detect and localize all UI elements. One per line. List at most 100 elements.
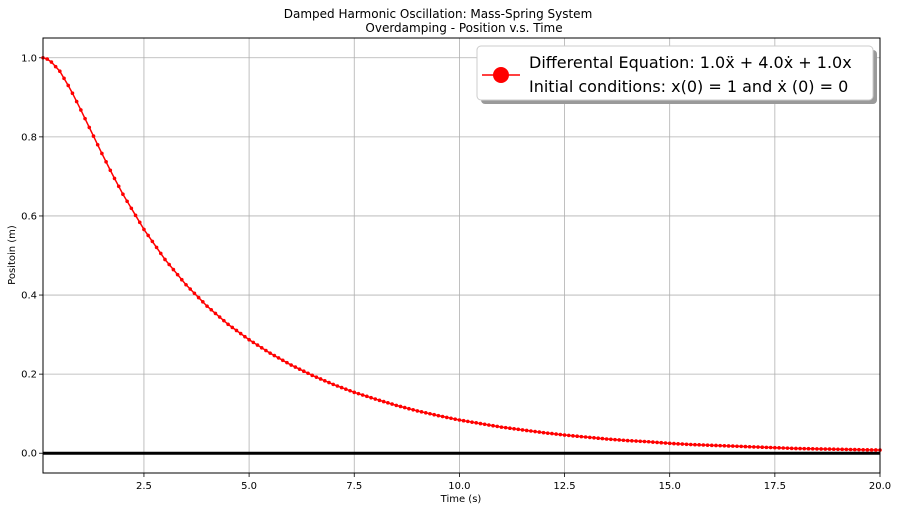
- legend-marker-swatch: [493, 67, 509, 83]
- data-point: [697, 443, 701, 447]
- data-point: [680, 442, 685, 446]
- data-point: [714, 443, 718, 448]
- data-point: [175, 272, 180, 277]
- data-point: [87, 125, 92, 130]
- legend: Differental Equation: 1.0ẍ + 4.0ẋ + 1.0x…: [476, 45, 877, 104]
- data-point: [449, 416, 453, 421]
- data-point: [440, 414, 445, 419]
- data-point: [66, 83, 71, 88]
- data-point: [487, 423, 491, 427]
- data-point: [196, 295, 201, 300]
- data-point: [171, 267, 176, 272]
- data-point: [638, 439, 643, 444]
- data-point: [121, 192, 125, 196]
- data-point: [503, 425, 508, 430]
- data-point: [579, 434, 584, 439]
- data-point: [95, 142, 100, 147]
- data-point: [381, 399, 386, 404]
- data-point: [436, 413, 441, 418]
- data-point: [478, 421, 483, 426]
- data-point: [209, 307, 214, 312]
- data-point: [394, 403, 399, 408]
- data-point: [377, 398, 382, 403]
- plot-area: [43, 38, 880, 473]
- data-point: [188, 287, 193, 291]
- data-point: [596, 436, 600, 441]
- data-point: [810, 447, 815, 451]
- data-point: [213, 311, 218, 316]
- data-point: [373, 397, 378, 401]
- data-point: [815, 447, 819, 451]
- data-point: [575, 434, 579, 439]
- y-tick-label: 0.6: [21, 211, 37, 222]
- data-point: [701, 443, 706, 447]
- data-point: [327, 380, 331, 385]
- data-point: [45, 57, 50, 61]
- data-point: [848, 447, 853, 452]
- data-point: [587, 435, 592, 440]
- data-point: [301, 369, 306, 374]
- data-point: [91, 134, 96, 138]
- data-point: [550, 431, 554, 436]
- data-point: [672, 441, 676, 446]
- data-point: [310, 373, 314, 378]
- data-point: [625, 438, 630, 443]
- data-point: [613, 437, 617, 442]
- data-point: [222, 318, 226, 323]
- data-point: [684, 442, 689, 447]
- x-axis-ticks: 2.5 5.0 7.5 10.0 12.5 15.0 17.5 20.0: [136, 473, 891, 492]
- data-point: [100, 151, 104, 156]
- data-point: [705, 443, 710, 447]
- data-point: [583, 435, 588, 439]
- data-point: [566, 433, 571, 438]
- y-axis-ticks: 0.0 0.2 0.4 0.6 0.8 1.0: [21, 53, 43, 460]
- data-point: [306, 371, 310, 376]
- data-point: [314, 375, 319, 379]
- data-point: [62, 76, 66, 81]
- data-point: [524, 428, 529, 433]
- data-point: [167, 262, 171, 267]
- data-point: [339, 385, 344, 390]
- data-point: [360, 393, 365, 397]
- legend-entry-equation: Differental Equation: 1.0ẍ + 4.0ẋ + 1.0x: [529, 53, 852, 72]
- data-point: [58, 69, 62, 74]
- y-tick-label: 0.4: [21, 291, 37, 302]
- data-point: [773, 445, 777, 450]
- data-point: [873, 448, 878, 452]
- data-point: [70, 91, 75, 96]
- data-point: [852, 447, 857, 452]
- data-point: [495, 424, 500, 429]
- data-point: [646, 439, 651, 444]
- data-point: [520, 428, 525, 432]
- data-point: [285, 360, 289, 365]
- data-point: [251, 340, 256, 345]
- data-point: [609, 437, 613, 442]
- data-point: [604, 437, 609, 441]
- data-point: [255, 343, 260, 347]
- data-point: [419, 410, 424, 414]
- data-point: [264, 348, 268, 353]
- data-point: [781, 446, 786, 450]
- data-point: [747, 444, 752, 449]
- data-point: [760, 445, 765, 450]
- data-point: [865, 448, 870, 452]
- data-point: [869, 448, 874, 452]
- data-point: [529, 429, 533, 433]
- data-point: [243, 334, 247, 339]
- data-point: [125, 199, 129, 204]
- data-point: [554, 432, 558, 436]
- y-tick-label: 1.0: [21, 53, 37, 64]
- data-point: [768, 445, 773, 450]
- data-point: [457, 418, 462, 422]
- data-point: [411, 408, 415, 412]
- data-point: [667, 441, 672, 446]
- data-point: [743, 444, 748, 449]
- data-point: [49, 60, 54, 64]
- data-point: [348, 388, 352, 393]
- data-point: [516, 427, 521, 432]
- data-point: [365, 394, 369, 399]
- data-point: [470, 420, 474, 424]
- data-point: [205, 304, 209, 308]
- data-point: [541, 430, 546, 435]
